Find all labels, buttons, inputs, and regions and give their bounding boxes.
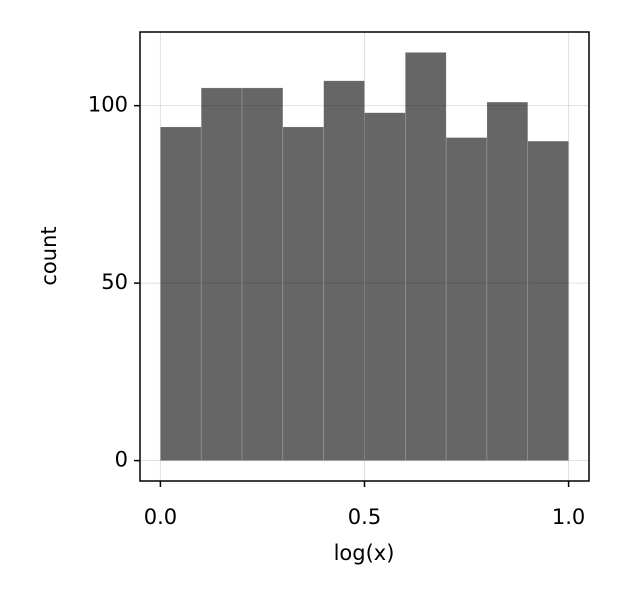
y-axis-label: count <box>37 226 61 285</box>
y-tick-label: 50 <box>101 270 128 294</box>
y-tick-label: 0 <box>115 448 128 472</box>
bar <box>364 112 406 461</box>
bar <box>241 87 284 461</box>
bar <box>445 137 488 461</box>
bar <box>160 126 202 461</box>
bar <box>527 140 569 461</box>
bar <box>486 101 529 461</box>
x-tick-label: 0.5 <box>348 505 381 529</box>
bar <box>200 87 243 461</box>
y-tick-label: 100 <box>88 93 128 117</box>
bar <box>323 80 365 461</box>
bars <box>160 52 569 461</box>
x-tick-label: 1.0 <box>552 505 585 529</box>
bar <box>282 126 324 461</box>
x-tick-label: 0.0 <box>144 505 177 529</box>
bar <box>405 52 447 461</box>
x-axis-label: log(x) <box>334 541 395 565</box>
